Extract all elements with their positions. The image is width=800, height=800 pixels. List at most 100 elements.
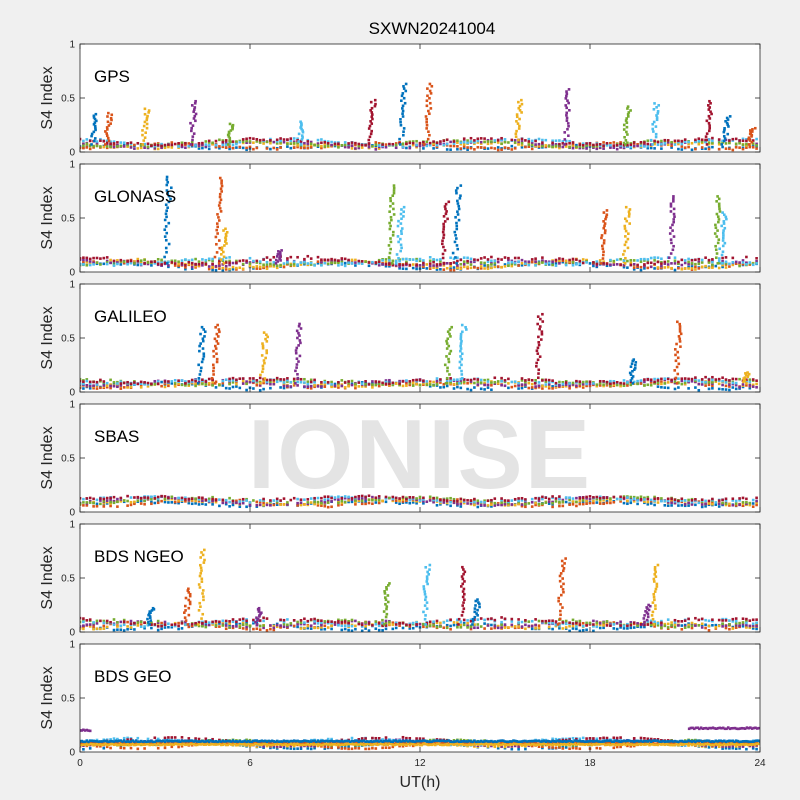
s4-point	[330, 140, 333, 144]
s4-spike-point	[753, 126, 757, 130]
s4-spike-point	[678, 327, 682, 331]
s4-spike-point	[566, 99, 569, 102]
s4-point	[666, 497, 670, 501]
s4-point	[755, 262, 758, 265]
s4-point	[102, 256, 106, 260]
s4-spike-point	[110, 113, 114, 117]
s4-point	[748, 384, 752, 387]
s4-point	[330, 143, 333, 147]
s4-point	[673, 500, 677, 503]
s4-spike-point	[676, 320, 679, 324]
s4-spike-point	[669, 210, 673, 213]
s4-spike-point	[220, 182, 223, 185]
s4-point	[241, 382, 245, 385]
s4-point	[568, 260, 571, 263]
s4-point	[687, 260, 690, 264]
s4-spike-point	[631, 369, 634, 373]
s4-spike-point	[106, 120, 110, 124]
s4-point	[343, 261, 347, 265]
s4-spike-point	[455, 262, 458, 265]
s4-point	[279, 624, 282, 627]
s4-point	[530, 382, 534, 386]
s4-point	[646, 146, 650, 150]
s4-spike-point	[263, 361, 266, 365]
s4-point	[547, 502, 551, 505]
s4-point	[660, 262, 663, 265]
s4-spike-point	[726, 132, 730, 136]
s4-point	[462, 378, 466, 381]
s4-point	[248, 377, 252, 380]
s4-spike-point	[624, 256, 627, 260]
s4-point	[119, 628, 123, 632]
s4-spike-point	[295, 329, 299, 333]
s4-point	[258, 261, 262, 265]
s4-point	[660, 380, 663, 384]
s4-point	[204, 498, 208, 502]
s4-point	[496, 148, 500, 152]
s4-point	[656, 256, 660, 260]
s4-point	[615, 147, 619, 151]
s4-point	[673, 139, 677, 143]
s4-point	[721, 498, 724, 502]
s4-spike-point	[425, 99, 429, 103]
s4-spike-point	[228, 136, 232, 140]
s4-spike-point	[536, 376, 540, 380]
s4-point	[547, 144, 551, 148]
s4-point	[728, 262, 731, 266]
s4-point	[99, 378, 102, 382]
s4-point	[323, 385, 327, 388]
s4-point	[371, 380, 374, 383]
s4-spike-point	[402, 205, 406, 209]
s4-point	[554, 144, 558, 148]
s4-point	[95, 261, 99, 264]
s4-spike-point	[448, 373, 451, 376]
s4-point	[435, 263, 439, 266]
s4-point	[173, 378, 177, 382]
s4-point	[180, 383, 184, 387]
s4-point	[221, 381, 225, 385]
s4-point	[320, 385, 323, 388]
s4-point	[700, 378, 704, 381]
s4-point	[694, 503, 697, 507]
s4-point	[401, 263, 405, 267]
s4-spike-point	[388, 221, 391, 225]
s4-spike-point	[298, 334, 301, 337]
s4-point	[245, 137, 248, 141]
s4-point	[272, 378, 276, 382]
s4-point	[632, 141, 636, 144]
s4-spike-point	[399, 212, 403, 216]
s4-point	[116, 145, 119, 148]
data-points-group	[80, 494, 758, 509]
s4-point	[639, 382, 643, 385]
s4-point	[524, 627, 527, 631]
s4-point	[184, 143, 187, 147]
s4-point	[483, 146, 486, 150]
s4-point	[143, 381, 146, 384]
s4-spike-point	[218, 207, 222, 210]
s4-point	[126, 383, 129, 387]
s4-spike-point	[446, 369, 449, 373]
s4-point	[517, 502, 520, 506]
s4-point	[734, 145, 738, 149]
s4-point	[469, 263, 473, 266]
s4-spike-point	[627, 210, 631, 214]
s4-point	[323, 627, 327, 631]
s4-point	[486, 147, 490, 150]
s4-spike-point	[300, 123, 303, 126]
s4-point	[374, 496, 378, 500]
s4-point	[615, 143, 619, 147]
s4-spike-point	[220, 190, 223, 193]
s4-point	[748, 386, 752, 390]
s4-point	[551, 496, 554, 500]
s4-point	[677, 142, 680, 146]
s4-spike-point	[623, 262, 627, 265]
s4-point	[313, 381, 316, 384]
s4-spike-point	[626, 105, 630, 108]
s4-point	[394, 146, 398, 149]
s4-point	[313, 143, 316, 147]
s4-point	[670, 621, 673, 624]
s4-point	[734, 262, 738, 265]
s4-point	[687, 501, 690, 505]
s4-point	[694, 140, 697, 144]
s4-spike-point	[744, 373, 748, 377]
